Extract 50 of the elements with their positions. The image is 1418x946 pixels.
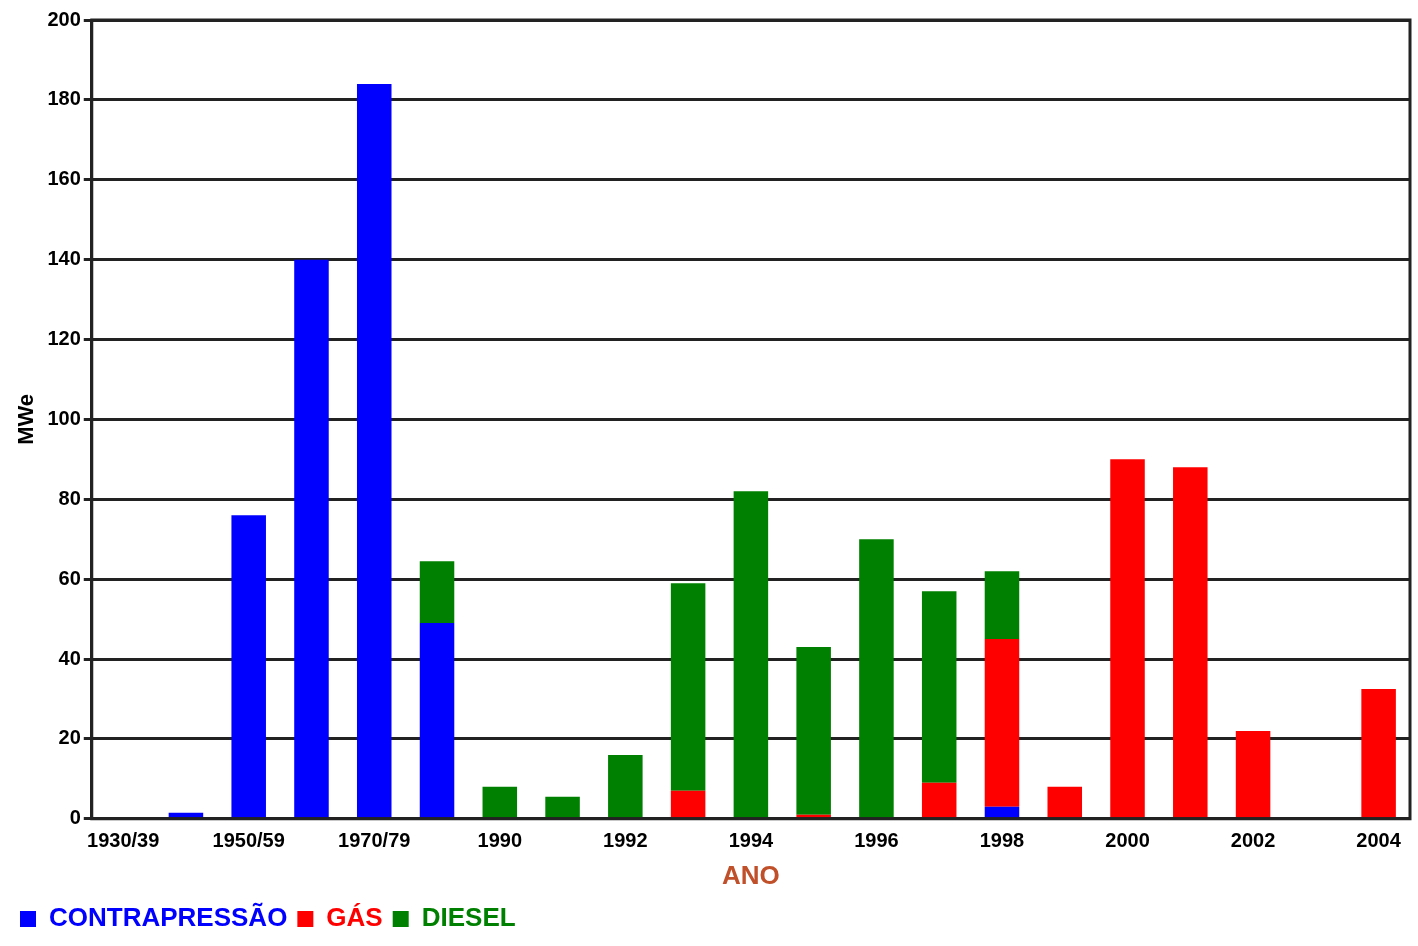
y-tick-label: 20 (58, 726, 81, 749)
bar (984, 806, 1020, 818)
y-tick-label: 200 (47, 7, 81, 30)
y-tick-label: 80 (58, 486, 81, 509)
legend-label: CONTRAPRESSÃO (49, 902, 288, 933)
bar (921, 591, 957, 783)
y-tick-label: 120 (47, 327, 81, 350)
y-tick-label: 0 (69, 806, 81, 829)
x-tick-label: 1930/39 (87, 829, 160, 852)
x-tick-label: 1996 (854, 829, 899, 852)
x-tick-label: 1990 (477, 829, 523, 852)
x-tick-label: 1998 (979, 829, 1025, 852)
bar (1361, 689, 1396, 818)
bar (670, 790, 706, 818)
bar (545, 796, 580, 818)
x-axis-title: ANO (721, 859, 780, 890)
y-axis-title: MWe (13, 393, 39, 445)
x-tick-label: 1950/59 (212, 829, 285, 852)
legend-label: DIESEL (421, 902, 516, 933)
bar (670, 583, 706, 791)
bar (608, 754, 643, 818)
x-tick-label: 2002 (1230, 829, 1276, 852)
legend-label: GÁS (326, 902, 383, 933)
y-tick-label: 60 (58, 566, 81, 589)
bar (984, 639, 1020, 807)
bar (294, 259, 329, 818)
bar (419, 561, 455, 624)
y-tick-label: 100 (47, 406, 81, 429)
bar (1047, 786, 1083, 818)
x-tick-label: 1970/79 (338, 829, 411, 852)
bar (1110, 459, 1145, 818)
x-tick-label: 1992 (603, 829, 648, 852)
bar (419, 623, 455, 818)
x-tick-label: 2004 (1356, 829, 1402, 852)
y-tick-label: 160 (47, 167, 81, 190)
bar (356, 83, 392, 818)
y-tick-label: 180 (47, 87, 81, 110)
y-tick-label: 40 (58, 646, 81, 669)
bar (1173, 467, 1208, 818)
bar (231, 515, 266, 818)
bar (482, 786, 518, 818)
bar (921, 782, 957, 818)
bar (796, 647, 831, 815)
bar (733, 491, 769, 818)
bar (859, 539, 894, 818)
x-tick-label: 2000 (1105, 829, 1150, 852)
y-tick-label: 140 (47, 247, 81, 270)
bar (984, 571, 1020, 640)
bar (1235, 730, 1271, 818)
x-tick-label: 1994 (728, 829, 774, 852)
